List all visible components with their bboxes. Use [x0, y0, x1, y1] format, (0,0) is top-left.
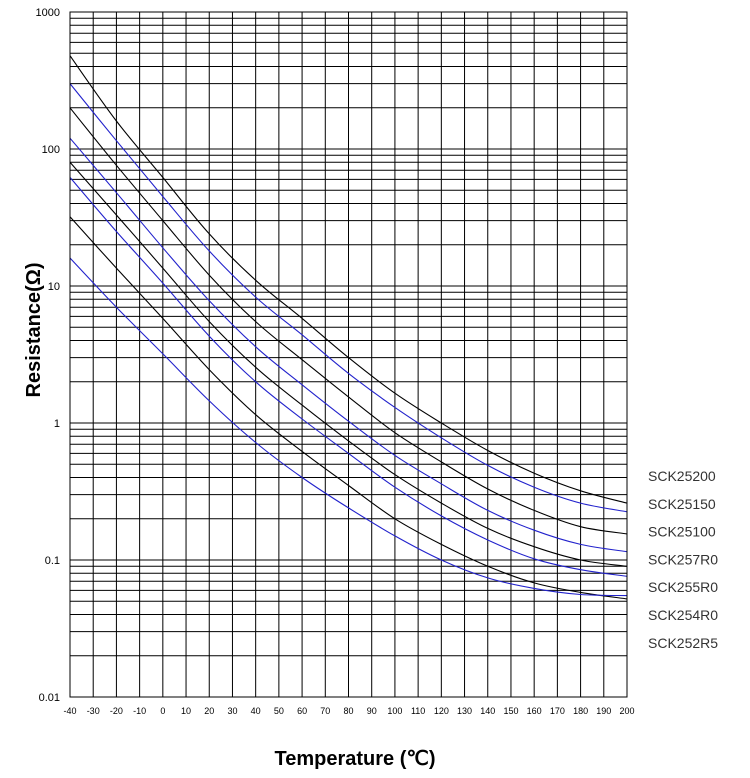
x-tick-label: 80	[343, 706, 353, 716]
y-tick-label: 10	[48, 281, 60, 293]
legend-entry: SCK25200	[648, 468, 716, 484]
x-tick-label: 110	[411, 706, 425, 716]
series-line-1	[69, 55, 628, 504]
x-tick-label: 140	[480, 706, 495, 716]
x-tick-label: 20	[204, 706, 214, 716]
legend-entry: SCK255R0	[648, 579, 718, 595]
x-tick-label: 100	[387, 706, 402, 716]
legend: SCK25200 SCK25150 SCK25100 SCK257R0 SCK255R0…	[648, 468, 718, 651]
plot-frame	[69, 11, 628, 698]
series-line-8	[69, 257, 628, 597]
x-tick-label: 30	[227, 706, 237, 716]
x-tick-label: 150	[503, 706, 518, 716]
x-tick-label: 90	[367, 706, 377, 716]
x-tick-label: 0	[160, 706, 165, 716]
series-line-6	[69, 177, 628, 577]
series-line-3	[69, 107, 628, 535]
x-tick-label: 10	[181, 706, 191, 716]
x-axis-title: Temperature (℃)	[274, 748, 435, 770]
x-tick-label: 120	[434, 706, 449, 716]
x-tick-label: 190	[596, 706, 611, 716]
x-tick-label: 200	[619, 706, 634, 716]
y-tick-label: 1000	[36, 7, 60, 19]
series-line-7	[69, 216, 628, 600]
y-tick-label: 100	[42, 144, 60, 156]
x-tick-label: -40	[63, 706, 76, 716]
x-tick-label: 70	[320, 706, 330, 716]
legend-entry: SCK25150	[648, 496, 716, 512]
y-axis-title: Resistance(Ω)	[23, 263, 45, 398]
legend-entry: SCK257R0	[648, 551, 718, 567]
y-tick-label: 0.01	[39, 692, 60, 704]
y-tick-label: 1	[54, 418, 60, 430]
legend-entry: SCK25100	[648, 524, 716, 540]
series-lines	[69, 55, 628, 600]
x-tick-label: 60	[297, 706, 307, 716]
series-line-4	[69, 137, 628, 553]
series-line-5	[69, 161, 628, 567]
grid	[69, 11, 628, 698]
x-tick-labels: -40 -30 -20 -10 0 10 20 30 40 50 60 70 80 90 100 110 120…	[63, 706, 634, 716]
x-tick-label: 130	[457, 706, 472, 716]
x-tick-label: 50	[274, 706, 284, 716]
legend-entry: SCK254R0	[648, 607, 718, 623]
x-tick-label: 160	[527, 706, 542, 716]
y-tick-labels: 0.01 0.1 1 10 100 1000	[36, 7, 60, 704]
x-tick-label: -10	[133, 706, 146, 716]
legend-entry: SCK252R5	[648, 635, 718, 651]
x-tick-label: -20	[110, 706, 123, 716]
x-tick-label: 170	[550, 706, 565, 716]
x-tick-label: 40	[251, 706, 261, 716]
x-tick-label: 180	[573, 706, 588, 716]
x-tick-label: -30	[87, 706, 100, 716]
series-line-2	[69, 83, 628, 513]
y-tick-label: 0.1	[45, 555, 60, 567]
